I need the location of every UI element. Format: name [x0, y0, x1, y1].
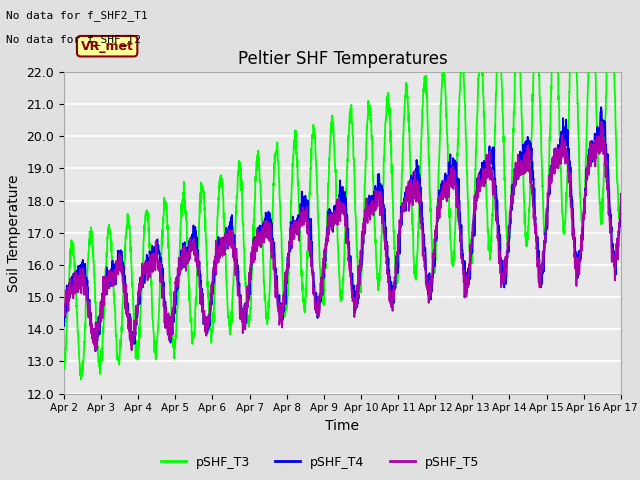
Legend: pSHF_T3, pSHF_T4, pSHF_T5: pSHF_T3, pSHF_T4, pSHF_T5	[156, 451, 484, 474]
X-axis label: Time: Time	[325, 419, 360, 433]
Text: No data for f_SHF2_T1: No data for f_SHF2_T1	[6, 10, 148, 21]
Text: No data for f_SHF_T2: No data for f_SHF_T2	[6, 34, 141, 45]
Title: Peltier SHF Temperatures: Peltier SHF Temperatures	[237, 49, 447, 68]
Text: VR_met: VR_met	[81, 40, 134, 53]
Y-axis label: Soil Temperature: Soil Temperature	[7, 174, 21, 291]
